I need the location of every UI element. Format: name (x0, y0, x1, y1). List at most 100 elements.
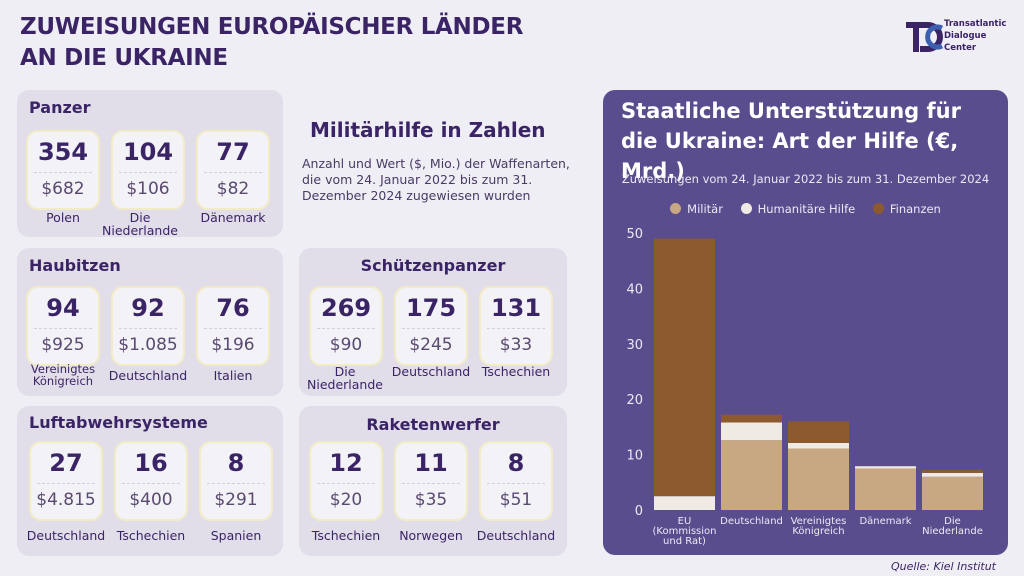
country-label: Tschechien (116, 528, 186, 543)
panzer-card: Panzer 354 $682 104 $106 77 $82 Polen Di… (17, 90, 283, 237)
country-label: Spanien (210, 528, 262, 543)
stat-value: $82 (216, 179, 250, 199)
tile-divider (37, 483, 95, 484)
x-tick-label: (Kommission (653, 526, 717, 537)
tile-divider (207, 483, 265, 484)
logo-line3: Center (944, 43, 977, 53)
chart-subtitle: Zuweisungen vom 24. Januar 2022 bis zum … (621, 172, 990, 186)
stat-count: 11 (414, 449, 448, 477)
y-tick-label: 10 (626, 449, 643, 464)
bar-segment (788, 448, 849, 510)
logo-line2: Dialogue (944, 31, 987, 41)
card-title: Raketenwerfer (366, 415, 500, 434)
x-tick-label: Dänemark (859, 516, 911, 527)
card-title: Haubitzen (29, 256, 121, 275)
country-label: Vereinigtes Königreich (30, 362, 96, 388)
chart-card: Staatliche Unterstützung für die Ukraine… (603, 90, 1008, 555)
logo-line1: Transatlantic (944, 19, 1007, 29)
tile-divider (487, 328, 545, 329)
tile-divider (317, 483, 375, 484)
chart-legend: Militär Humanitäre Hilfe Finanzen (603, 202, 1008, 216)
bar-segment (855, 466, 916, 469)
logo-text: Transatlantic Dialogue Center (944, 18, 1006, 54)
card-title: Schützenpanzer (360, 256, 506, 275)
stat-value: $106 (126, 179, 170, 199)
stat-count: 76 (216, 294, 250, 322)
stat-tile: 175 $245 (394, 286, 468, 366)
stat-tile: 8 $291 (199, 441, 273, 521)
tile-divider (402, 483, 460, 484)
tile-divider (34, 328, 92, 329)
y-tick-label: 20 (626, 393, 643, 408)
x-tick-label: Vereinigtes (791, 516, 847, 527)
country-label: Deutschland (108, 368, 188, 383)
stat-tile: 354 $682 (26, 130, 100, 210)
country-label: Deutschland (26, 528, 106, 543)
stat-value: $4.815 (36, 490, 96, 510)
stat-count: 77 (216, 138, 250, 166)
bar-segment (788, 421, 849, 443)
stat-tile: 92 $1.085 (111, 286, 185, 366)
tile-divider (317, 328, 375, 329)
stat-tile: 76 $196 (196, 286, 270, 366)
country-label: Deutschland (476, 528, 556, 543)
stat-count: 131 (490, 294, 542, 322)
stat-value: $33 (499, 335, 533, 355)
page-title: ZUWEISUNGEN EUROPÄISCHER LÄNDER AN DIE U… (20, 12, 560, 74)
info-text: Anzahl und Wert ($, Mio.) der Waffenarte… (302, 156, 570, 203)
country-label: Die Niederlande (307, 364, 383, 392)
stat-tile: 16 $400 (114, 441, 188, 521)
stat-value: $925 (41, 335, 85, 355)
y-tick-label: 50 (626, 227, 643, 242)
bar-segment (855, 468, 916, 510)
stat-value: $400 (129, 490, 173, 510)
stat-tile: 11 $35 (394, 441, 468, 521)
x-tick-label: EU (678, 516, 692, 527)
stat-tile: 8 $51 (479, 441, 553, 521)
y-tick-label: 40 (626, 282, 643, 297)
legend-label: Finanzen (889, 202, 941, 216)
chart-title: Staatliche Unterstützung für die Ukraine… (621, 99, 961, 183)
tile-divider (204, 328, 262, 329)
stat-value: $51 (499, 490, 533, 510)
page-title-line1: ZUWEISUNGEN EUROPÄISCHER LÄNDER (20, 14, 524, 40)
tile-divider (122, 483, 180, 484)
bar-segment (922, 470, 983, 473)
stat-tile: 131 $33 (479, 286, 553, 366)
info-title: Militärhilfe in Zahlen (310, 118, 546, 142)
x-tick-label: Königreich (792, 526, 844, 537)
stat-value: $90 (329, 335, 363, 355)
stat-count: 269 (320, 294, 372, 322)
tile-divider (119, 172, 177, 173)
stat-count: 92 (131, 294, 165, 322)
logo-icon (906, 22, 944, 52)
stat-count: 8 (507, 449, 525, 477)
legend-label: Humanitäre Hilfe (757, 202, 856, 216)
tile-divider (402, 328, 460, 329)
legend-label: Militär (687, 202, 723, 216)
stat-count: 8 (227, 449, 245, 477)
tile-divider (119, 328, 177, 329)
tile-divider (204, 172, 262, 173)
bar-segment (721, 414, 782, 423)
stat-tile: 104 $106 (111, 130, 185, 210)
stat-tile: 269 $90 (309, 286, 383, 366)
country-label: Polen (46, 210, 80, 225)
country-label: Deutschland (391, 364, 471, 379)
stat-count: 12 (329, 449, 363, 477)
bar-segment (922, 472, 983, 477)
page-title-line2: AN DIE UKRAINE (20, 45, 228, 71)
legend-swatch (670, 203, 682, 214)
stat-value: $35 (414, 490, 448, 510)
stat-value: $196 (211, 335, 255, 355)
stat-count: 16 (134, 449, 168, 477)
bar-segment (721, 440, 782, 510)
legend-swatch (740, 203, 752, 214)
legend-swatch (872, 203, 884, 214)
card-title: Luftabwehrsysteme (29, 413, 208, 432)
country-label: Die Niederlande (102, 210, 178, 238)
legend-item-finanzen: Finanzen (872, 202, 941, 216)
stat-value: $245 (409, 335, 453, 355)
stat-tile: 27 $4.815 (29, 441, 103, 521)
country-label: Tschechien (311, 528, 381, 543)
